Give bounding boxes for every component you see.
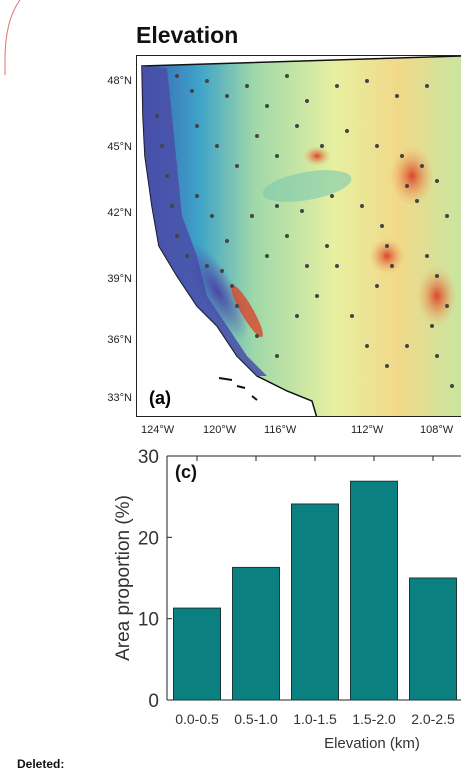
area-proportion-bar-chart: 0 10 20 30 0.0-0.5 0.5-1.0 1.0-1.5 1.5-2.0 2.0-2…: [113, 447, 461, 752]
x-tick-label: 0.5-1.0: [234, 711, 278, 727]
lat-tick-45: 45°N: [107, 141, 132, 153]
y-tick-label: 20: [138, 528, 159, 549]
lon-tick-108: 108°W: [420, 424, 454, 436]
x-tick-label: 2.0-2.5: [411, 711, 455, 727]
bar: [350, 480, 398, 701]
revision-margin-line: [4, 0, 21, 75]
y-tick-label: 0: [148, 691, 159, 712]
map-panel-label: (a): [149, 388, 171, 408]
lat-tick-36: 36°N: [107, 334, 132, 346]
deleted-label: Deleted:: [17, 757, 65, 771]
lon-tick-120: 120°W: [203, 424, 237, 436]
y-tick-label: 10: [138, 610, 159, 631]
elevation-map-graphic: [141, 56, 461, 416]
elevation-map: (a): [136, 55, 461, 417]
bar: [232, 566, 280, 701]
bar: [173, 607, 221, 701]
map-title: Elevation: [136, 22, 239, 48]
chart-panel-label: (c): [175, 462, 197, 482]
y-tick-label: 30: [138, 447, 159, 468]
lon-tick-116: 116°W: [264, 424, 297, 436]
x-tick-label: 0.0-0.5: [175, 711, 219, 727]
lat-tick-33: 33°N: [107, 392, 132, 404]
x-tick-label: 1.0-1.5: [293, 711, 337, 727]
x-tick-label: 1.5-2.0: [352, 711, 396, 727]
lat-tick-42: 42°N: [107, 207, 132, 219]
lon-tick-124: 124°W: [141, 424, 175, 436]
lon-tick-112: 112°W: [351, 424, 384, 436]
lat-tick-48: 48°N: [107, 75, 132, 87]
bar: [291, 503, 339, 701]
bar: [409, 577, 457, 701]
y-axis-label: Area proportion (%): [113, 495, 134, 661]
x-axis-label: Elevation (km): [324, 735, 420, 752]
lat-tick-39: 39°N: [107, 273, 132, 285]
